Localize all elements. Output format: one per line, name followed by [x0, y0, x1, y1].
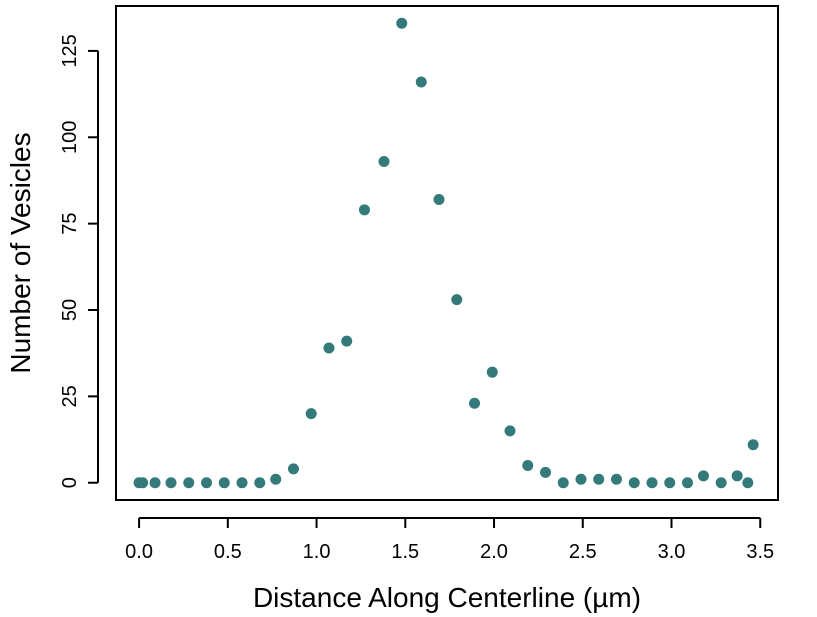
data-point — [486, 366, 498, 378]
data-point — [165, 477, 177, 489]
data-point — [522, 459, 534, 471]
data-point — [323, 342, 335, 354]
data-point — [236, 477, 248, 489]
data-point — [628, 477, 640, 489]
data-point — [747, 439, 759, 451]
data-point — [201, 477, 213, 489]
x-tick-label: 3.0 — [658, 541, 686, 563]
data-point — [451, 294, 463, 306]
x-tick-label: 1.0 — [303, 541, 331, 563]
data-point — [287, 463, 299, 475]
x-tick-label: 3.5 — [746, 541, 774, 563]
data-point — [415, 76, 427, 88]
data-point — [557, 477, 569, 489]
x-tick-label: 0.0 — [125, 541, 153, 563]
data-point — [610, 473, 622, 485]
x-tick-label: 2.5 — [569, 541, 597, 563]
data-point — [254, 477, 266, 489]
y-tick-label: 0 — [59, 477, 81, 488]
data-point — [149, 477, 161, 489]
data-point — [697, 470, 709, 482]
data-point — [664, 477, 676, 489]
data-point — [183, 477, 195, 489]
data-point — [540, 466, 552, 478]
y-axis-title: Number of Vesicles — [5, 132, 36, 373]
plot-frame — [115, 5, 779, 501]
data-point — [341, 335, 353, 347]
y-axis: 0 25 50 75 100 125 — [59, 34, 99, 488]
data-point — [681, 477, 693, 489]
data-point — [137, 477, 149, 489]
data-points — [133, 17, 759, 489]
data-point — [593, 473, 605, 485]
data-point — [270, 473, 282, 485]
y-tick-label: 75 — [59, 213, 81, 235]
data-point — [731, 470, 743, 482]
data-point — [742, 477, 754, 489]
data-point — [433, 193, 445, 205]
data-point — [504, 425, 516, 437]
data-point — [646, 477, 658, 489]
y-tick-label: 25 — [59, 385, 81, 407]
x-axis-title: Distance Along Centerline (µm) — [253, 582, 641, 613]
x-tick-label: 2.0 — [480, 541, 508, 563]
data-point — [378, 155, 390, 167]
data-point — [575, 473, 587, 485]
data-point — [218, 477, 230, 489]
y-tick-label: 125 — [59, 34, 81, 67]
data-point — [358, 204, 370, 216]
data-point — [396, 17, 408, 29]
x-tick-label: 0.5 — [214, 541, 242, 563]
x-axis: 0.0 0.5 1.0 1.5 2.0 2.5 3.0 3.5 — [125, 517, 774, 563]
data-point — [715, 477, 727, 489]
data-point — [469, 397, 481, 409]
data-point — [305, 408, 317, 420]
y-tick-label: 50 — [59, 299, 81, 321]
y-tick-label: 100 — [59, 121, 81, 154]
x-tick-label: 1.5 — [391, 541, 419, 563]
